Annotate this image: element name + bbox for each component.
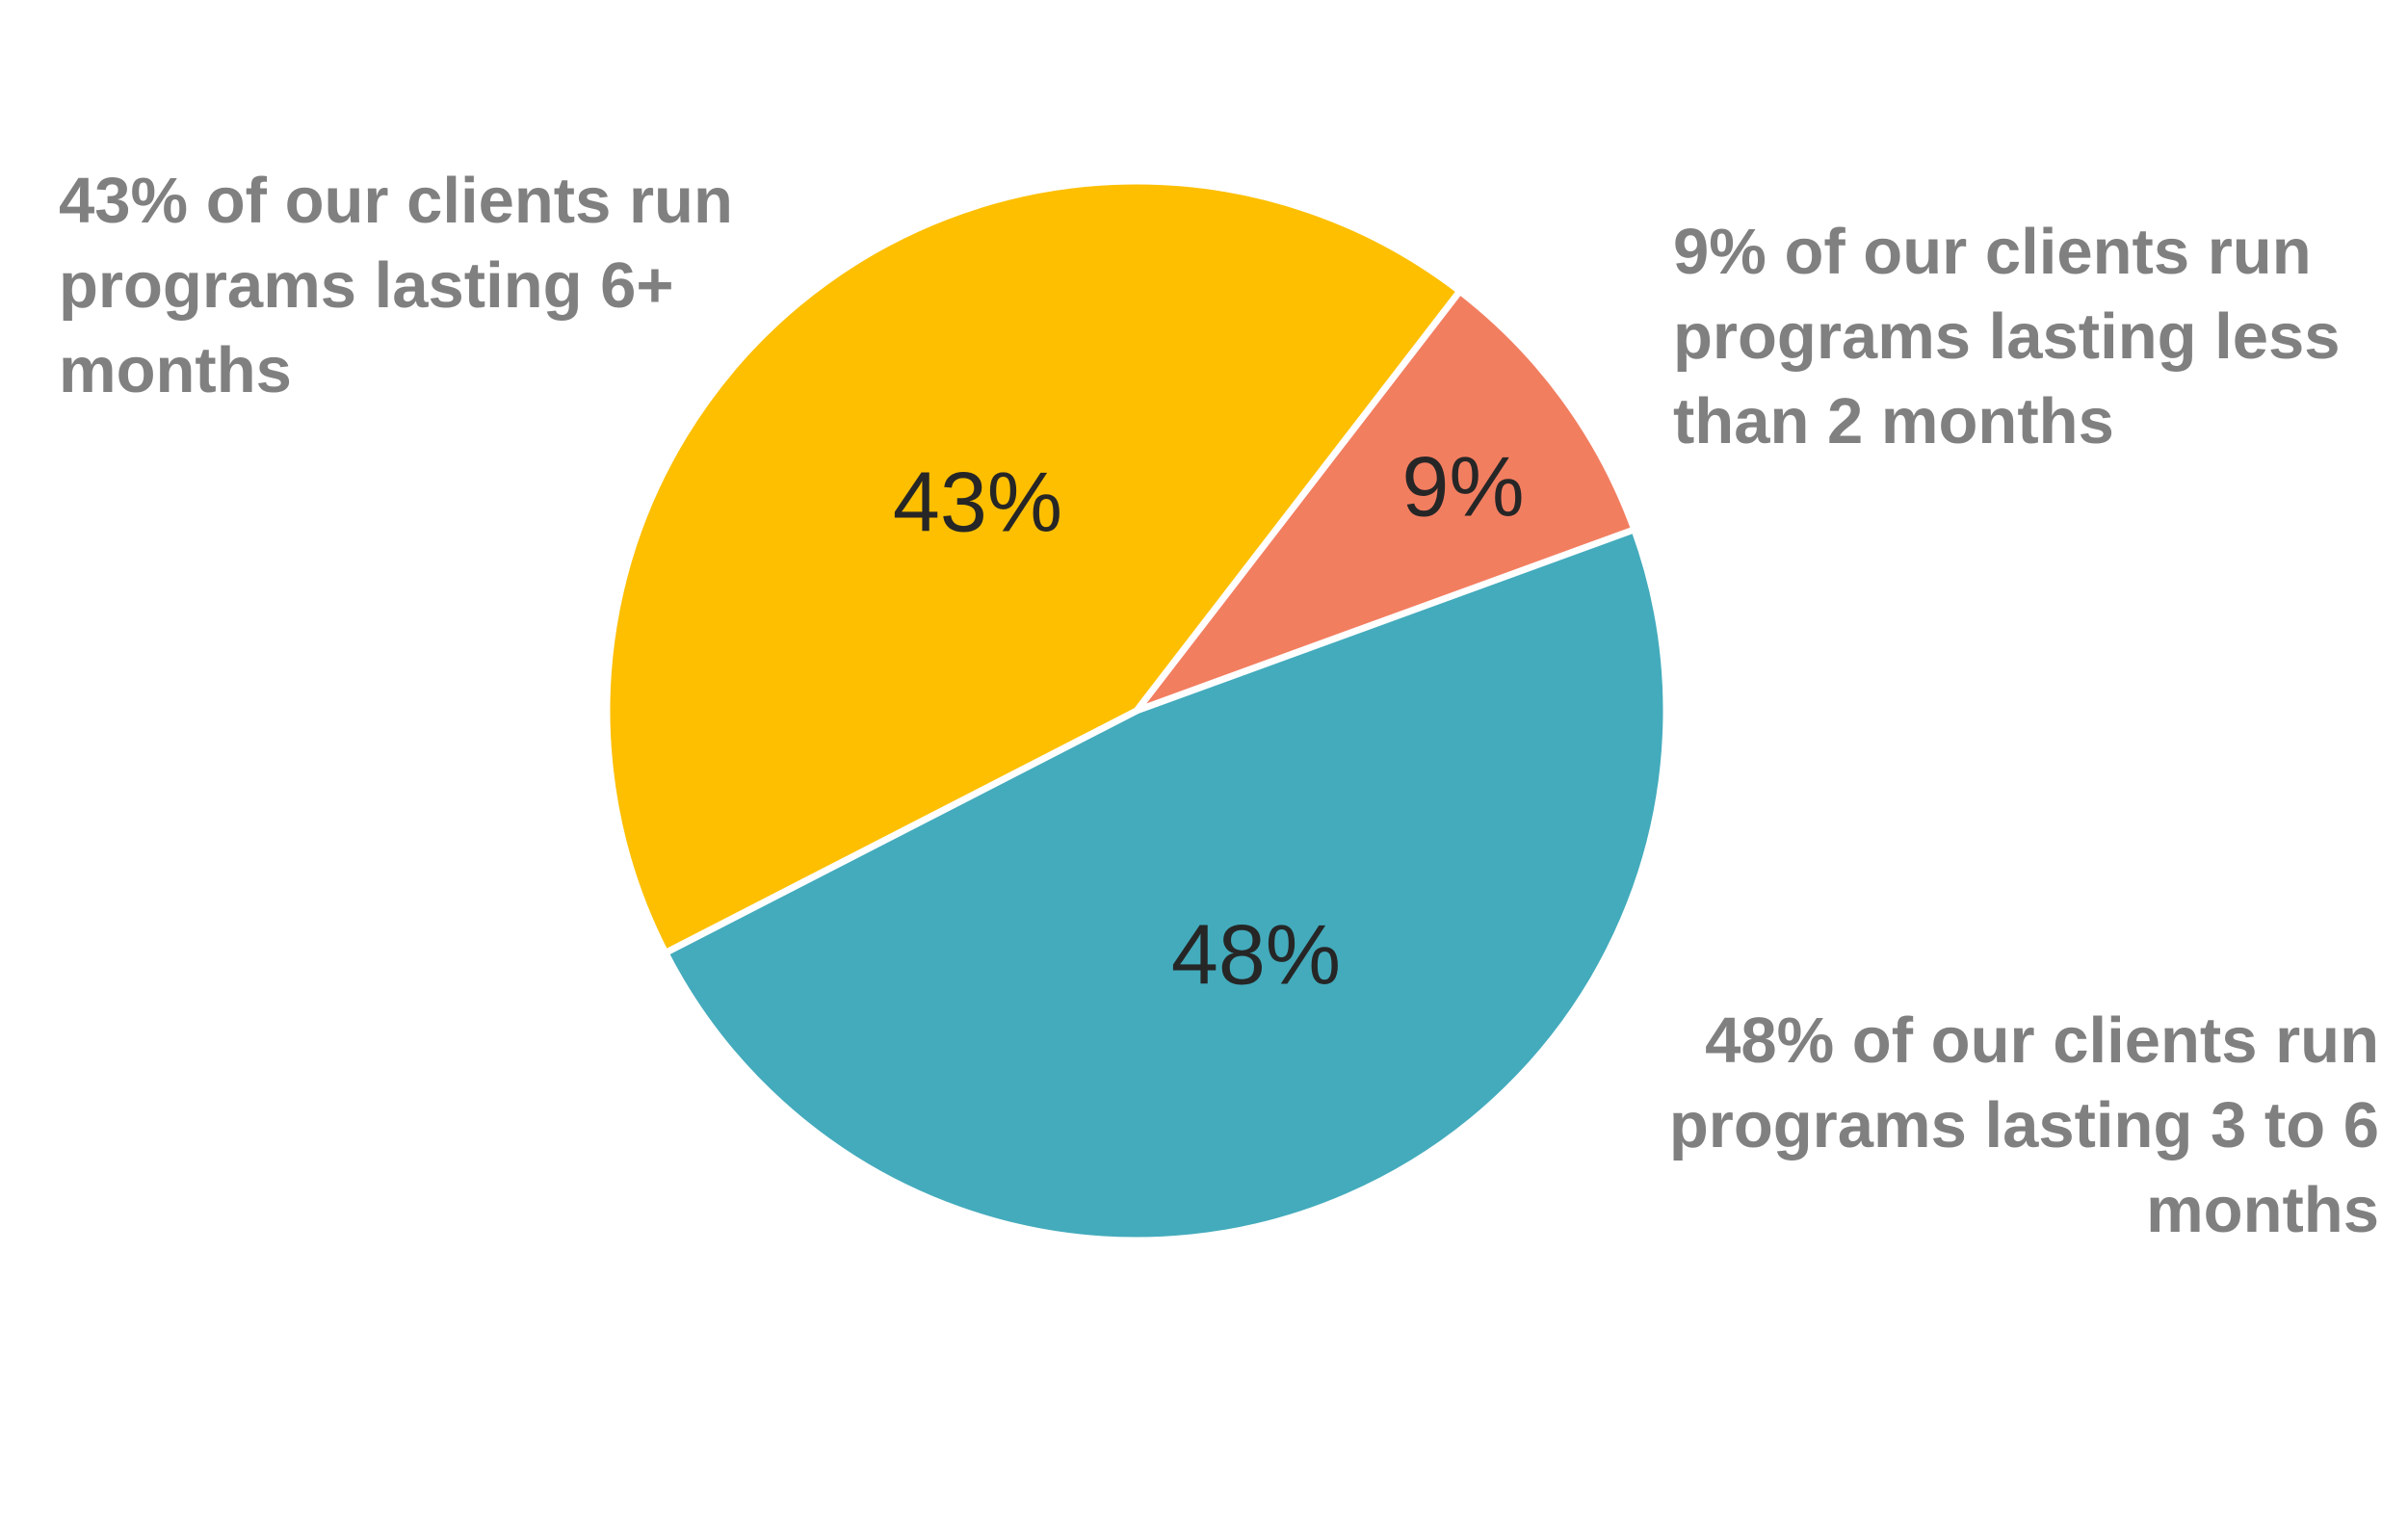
annotation: programs lasting 3 to 6 xyxy=(1669,1089,2379,1161)
annotation: programs lasting less xyxy=(1673,300,2341,373)
pie-slice xyxy=(662,526,1670,1244)
value-label: 9% xyxy=(1401,438,1524,534)
annotation: programs lasting 6+ xyxy=(59,249,674,322)
pie-slice xyxy=(1133,287,1638,715)
annotation: than 2 months xyxy=(1673,385,2114,457)
annotation: 48% of our clients run xyxy=(1705,1004,2379,1077)
value-label: 48% xyxy=(1171,906,1341,1002)
annotation: months xyxy=(2146,1174,2379,1246)
annotation: months xyxy=(59,334,292,406)
annotation: 43% of our clients run xyxy=(59,165,733,237)
value-label: 43% xyxy=(893,454,1062,549)
annotation: 9% of our clients run xyxy=(1673,216,2312,288)
pie-slice xyxy=(603,177,1464,956)
